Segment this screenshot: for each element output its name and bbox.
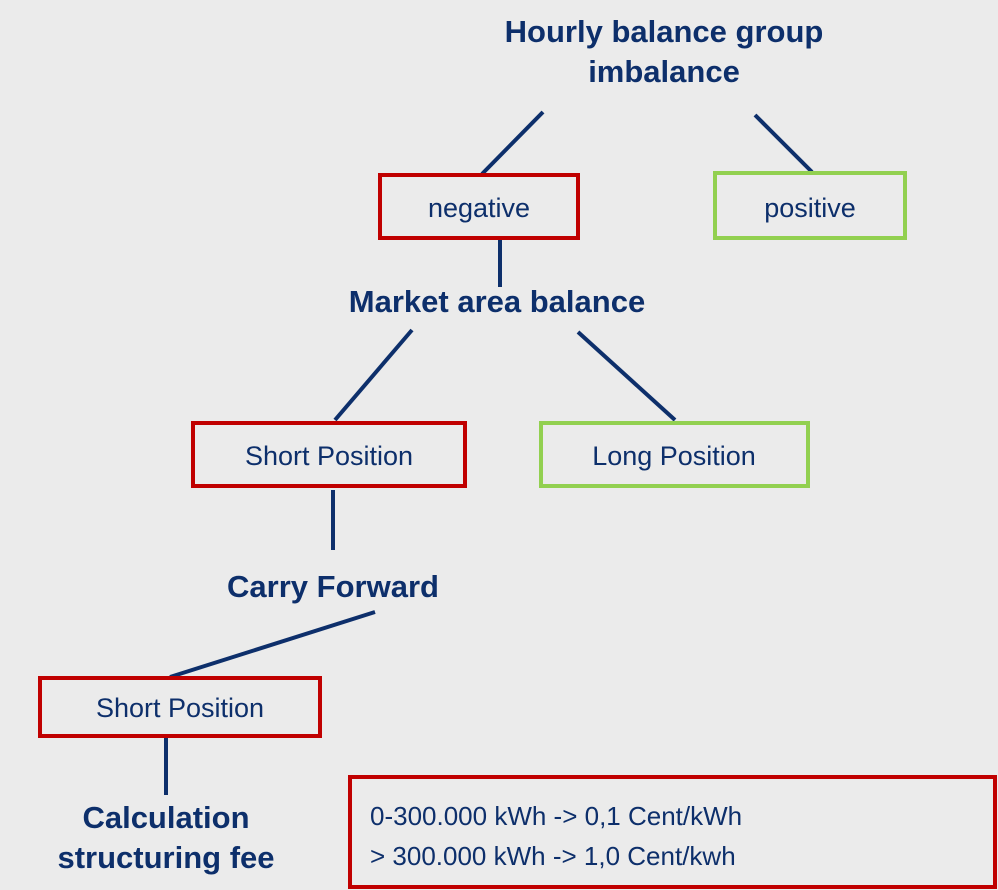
label-line: imbalance <box>588 54 740 89</box>
node-box <box>713 171 907 240</box>
node-label: Carry Forward <box>227 569 439 604</box>
note-line: > 300.000 kWh -> 1,0 Cent/kwh <box>370 841 736 871</box>
note-line: 0-300.000 kWh -> 0,1 Cent/kWh <box>370 801 742 831</box>
node-label: positive <box>764 193 856 223</box>
node-label: Short Position <box>96 693 264 723</box>
node-box <box>191 421 467 488</box>
node-label: negative <box>428 193 530 223</box>
connector <box>333 328 414 422</box>
connector <box>753 113 814 174</box>
note-box <box>348 775 997 889</box>
node-label: Hourly balance group imbalance <box>505 14 824 89</box>
node-label: Short Position <box>245 441 413 471</box>
label-line: Hourly balance group <box>505 14 824 49</box>
node-box <box>539 421 810 488</box>
connector <box>480 110 545 176</box>
connector <box>169 610 376 679</box>
node-label: Calculation structuring fee <box>57 800 274 875</box>
node-box <box>378 173 580 240</box>
node-label: Long Position <box>592 441 756 471</box>
label-line: Calculation <box>82 800 249 835</box>
node-label: Market area balance <box>349 284 645 319</box>
node-box <box>38 676 322 738</box>
label-line: structuring fee <box>57 840 274 875</box>
connector <box>576 330 677 422</box>
connectors <box>164 110 814 795</box>
